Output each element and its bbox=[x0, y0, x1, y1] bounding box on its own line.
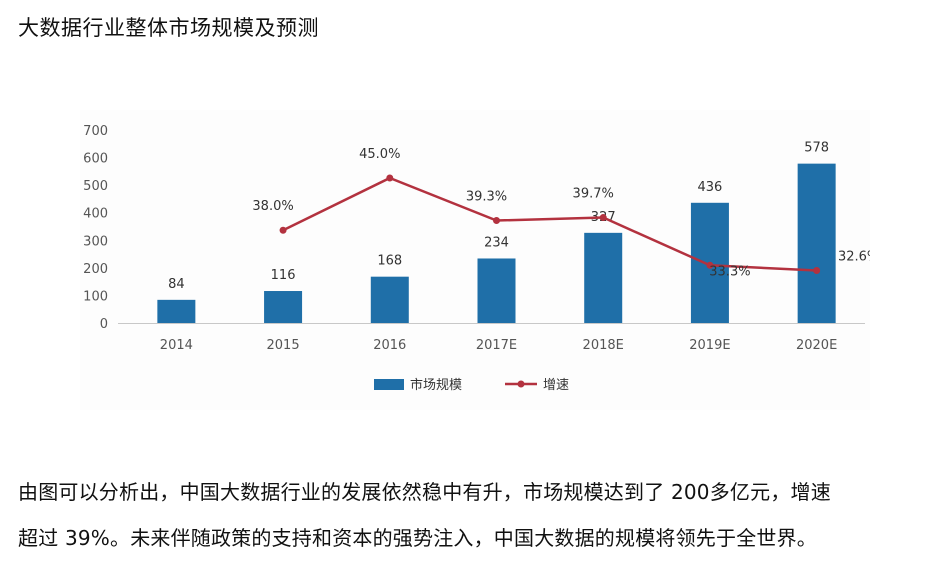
bar-label-2016: 168 bbox=[377, 254, 402, 269]
growth-point-2018E bbox=[599, 214, 607, 222]
y-tick-label: 400 bbox=[83, 207, 108, 222]
x-tick-label: 2020E bbox=[796, 338, 837, 353]
bar-label-2014: 84 bbox=[168, 277, 185, 292]
growth-point-2016 bbox=[386, 174, 394, 182]
bar-label-2020E: 578 bbox=[804, 141, 829, 156]
bar-label-2015: 116 bbox=[271, 268, 296, 283]
x-tick-label: 2016 bbox=[373, 338, 406, 353]
growth-label-2016: 45.0% bbox=[359, 147, 400, 162]
y-tick-label: 200 bbox=[83, 262, 108, 277]
bar-2016 bbox=[370, 276, 409, 323]
legend-bar-swatch bbox=[374, 379, 404, 390]
bar-2017E bbox=[477, 258, 516, 323]
y-tick-label: 100 bbox=[83, 289, 108, 304]
growth-point-2019E bbox=[706, 261, 714, 269]
y-tick-label: 600 bbox=[83, 152, 108, 167]
legend-bar-label: 市场规模 bbox=[410, 377, 462, 393]
x-tick-label: 2017E bbox=[476, 338, 517, 353]
bar-label-2019E: 436 bbox=[698, 180, 723, 195]
y-axis-ticks: 0 100 200 300 400 500 600 700 bbox=[83, 124, 108, 332]
page-title: 大数据行业整体市场规模及预测 bbox=[18, 16, 319, 40]
line-series bbox=[279, 174, 821, 275]
y-tick-label: 0 bbox=[100, 317, 108, 332]
bar-2015 bbox=[264, 291, 303, 323]
growth-label-2019E: 33.3% bbox=[709, 264, 750, 279]
bar-2020E bbox=[797, 163, 836, 323]
x-axis-ticks: 2014 2015 2016 2017E 2018E 2019E 2020E bbox=[160, 338, 837, 353]
line-data-labels: 38.0% 45.0% 39.3% 39.7% 33.3% 32.6% bbox=[252, 147, 870, 279]
growth-label-2017E: 39.3% bbox=[466, 190, 507, 205]
y-tick-label: 300 bbox=[83, 234, 108, 249]
growth-label-2015: 38.0% bbox=[252, 199, 293, 214]
chart-legend: 市场规模 增速 bbox=[374, 377, 569, 393]
bar-2014 bbox=[157, 299, 196, 323]
legend-line-label: 增速 bbox=[543, 378, 569, 393]
growth-point-2020E bbox=[813, 267, 821, 275]
y-tick-label: 500 bbox=[83, 179, 108, 194]
bar-2018E bbox=[584, 232, 623, 323]
x-tick-label: 2019E bbox=[689, 338, 730, 353]
x-tick-label: 2014 bbox=[160, 338, 193, 353]
x-tick-label: 2015 bbox=[267, 338, 300, 353]
growth-point-2015 bbox=[279, 226, 287, 234]
bar-label-2017E: 234 bbox=[484, 235, 509, 250]
legend-line-marker bbox=[517, 380, 525, 388]
paragraph-line-1: 由图可以分析出，中国大数据行业的发展依然稳中有升，市场规模达到了 200多亿元，… bbox=[18, 480, 831, 504]
growth-line bbox=[282, 176, 817, 272]
growth-label-2018E: 39.7% bbox=[573, 187, 614, 202]
bar-series bbox=[157, 163, 836, 323]
y-tick-label: 700 bbox=[83, 124, 108, 139]
growth-point-2017E bbox=[493, 217, 500, 225]
growth-label-2020E: 32.6% bbox=[838, 250, 870, 265]
x-tick-label: 2018E bbox=[583, 338, 624, 353]
paragraph-line-2: 超过 39%。未来伴随政策的支持和资本的强势注入，中国大数据的规模将领先于全世界… bbox=[18, 526, 818, 550]
